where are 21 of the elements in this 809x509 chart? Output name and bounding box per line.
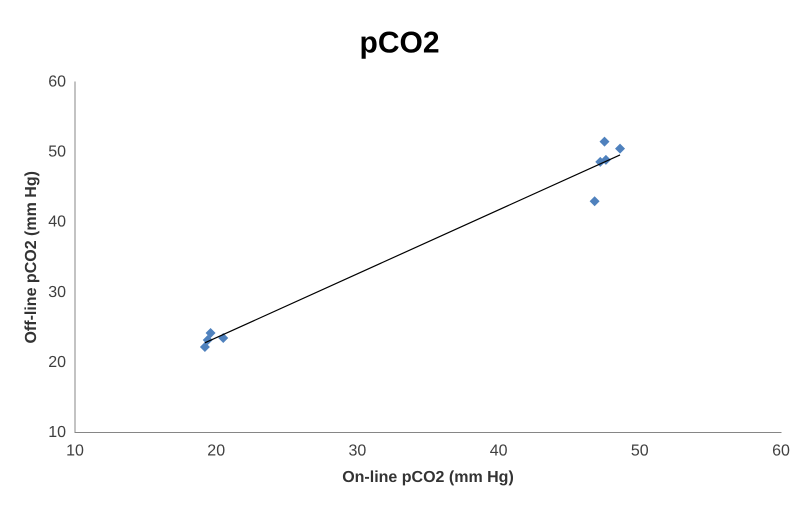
point [200, 342, 210, 352]
point [600, 136, 610, 147]
x-tick-label: 10 [66, 442, 84, 460]
y-tick-label: 10 [48, 424, 66, 442]
chart-title: pCO2 [359, 26, 440, 60]
x-tick-label: 20 [207, 442, 226, 460]
point [206, 328, 216, 338]
y-tick-label: 50 [48, 144, 66, 161]
x-tick-label: 60 [772, 442, 790, 460]
y-tick-label: 30 [48, 284, 66, 301]
y-tick-label: 40 [48, 214, 66, 231]
point [615, 144, 626, 154]
x-axis-title: On-line pCO2 (mm Hg) [342, 468, 514, 486]
y-tick-label: 20 [48, 354, 66, 371]
y-axis-title: Off-line pCO2 (mm Hg) [23, 171, 40, 344]
x-tick-label: 40 [490, 442, 508, 460]
point [590, 196, 600, 206]
x-tick-label: 50 [630, 442, 649, 460]
point [218, 332, 228, 343]
y-tick-label: 60 [48, 73, 66, 90]
x-tick-label: 30 [348, 442, 366, 460]
